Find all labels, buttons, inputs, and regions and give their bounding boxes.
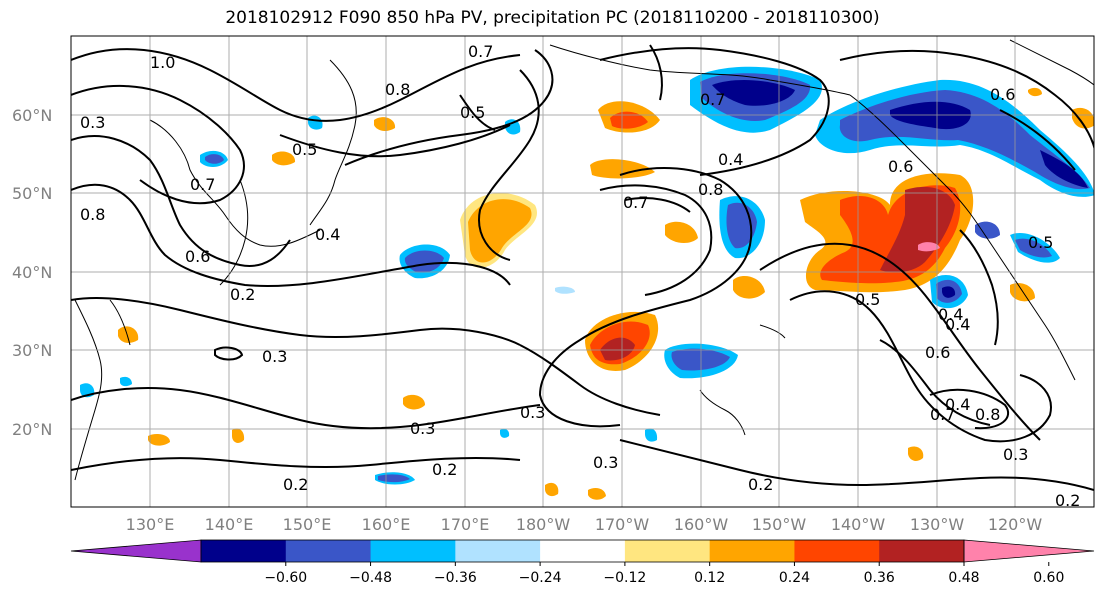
plot-title: 2018102912 F090 850 hPa PV, precipitatio… <box>225 8 880 28</box>
lon-tick-label: 170°E <box>441 515 490 534</box>
colorbar-tick-label: 0.48 <box>948 570 979 586</box>
lon-tick-label: 160°E <box>362 515 411 534</box>
lon-tick-label: 160°W <box>674 515 729 534</box>
contour-label: 0.3 <box>1003 445 1028 464</box>
lat-tick-label: 20°N <box>12 420 52 439</box>
lon-tick-label: 150°E <box>283 515 332 534</box>
contour-label: 0.8 <box>385 80 410 99</box>
contour-label: 0.3 <box>520 403 545 422</box>
latitude-labels: 60°N 50°N 40°N 30°N 20°N <box>12 106 52 439</box>
colorbar-tick-label: −0.24 <box>519 570 562 586</box>
contour-label: 0.8 <box>80 205 105 224</box>
colorbar-tick-label: −0.12 <box>603 570 646 586</box>
colorbar-tick-label: −0.36 <box>434 570 477 586</box>
contour-label: 0.8 <box>975 405 1000 424</box>
lat-tick-label: 30°N <box>12 341 52 360</box>
contour-label: 0.8 <box>698 180 723 199</box>
contour-label: 0.7 <box>623 193 648 212</box>
colorbar-segment <box>370 540 456 562</box>
colorbar-frame <box>200 539 965 563</box>
colorbar-tick-label: −0.60 <box>264 570 307 586</box>
colorbar-tick-label: 0.12 <box>694 570 725 586</box>
lat-tick-label: 50°N <box>12 184 52 203</box>
contour-label: 0.2 <box>1055 491 1080 510</box>
lat-tick-label: 40°N <box>12 263 52 282</box>
map-area: 1.0 0.7 0.5 0.8 0.7 0.8 0.6 0.3 0.4 0.5 … <box>71 36 1094 510</box>
contour-label: 0.4 <box>315 225 340 244</box>
lon-tick-label: 140°W <box>831 515 886 534</box>
contour-label: 0.5 <box>292 140 317 159</box>
contour-label: 0.5 <box>460 103 485 122</box>
colorbar-tick-label: 0.36 <box>864 570 895 586</box>
contour-label: 1.0 <box>150 53 175 72</box>
contour-label: 0.4 <box>938 305 963 324</box>
colorbar-tick-label: 0.60 <box>1033 570 1064 586</box>
lon-tick-label: 130°W <box>910 515 965 534</box>
map-border <box>70 35 1095 508</box>
colorbar-tick-label: 0.24 <box>779 570 810 586</box>
contour-label: 0.6 <box>185 247 210 266</box>
colorbar: −0.60 −0.48 −0.36 −0.24 −0.12 0.12 0.24 0.36 0.4… <box>70 539 1095 586</box>
colorbar-extend-max <box>963 539 1095 563</box>
contour-label: 0.5 <box>1028 233 1053 252</box>
colorbar-segment <box>201 540 287 562</box>
colorbar-extend-min <box>70 539 202 563</box>
contour-label: 0.4 <box>718 150 743 169</box>
lat-tick-label: 60°N <box>12 106 52 125</box>
contour-label: 0.4 <box>945 315 970 334</box>
contour-label: 0.2 <box>283 475 308 494</box>
contour-label: 0.2 <box>230 285 255 304</box>
contour-label: 0.6 <box>888 157 913 176</box>
contour-label: 0.3 <box>262 347 287 366</box>
colorbar-segment <box>540 540 626 562</box>
contour-label: 0.3 <box>410 419 435 438</box>
lon-tick-label: 120°W <box>988 515 1043 534</box>
colorbar-segment <box>624 540 711 562</box>
lon-tick-label: 170°W <box>595 515 650 534</box>
contour-label: 0.3 <box>593 453 618 472</box>
pv-contours <box>71 44 1094 491</box>
contour-label: 0.5 <box>855 290 880 309</box>
colorbar-segment <box>285 540 372 562</box>
lon-tick-label: 130°E <box>126 515 175 534</box>
colorbar-segment <box>794 540 880 562</box>
contour-label: 0.4 <box>945 395 970 414</box>
contour-labels: 1.0 0.7 0.5 0.8 0.7 0.8 0.6 0.3 0.4 0.5 … <box>80 42 1080 510</box>
colorbar-segment <box>879 540 965 562</box>
lon-tick-label: 180°W <box>516 515 571 534</box>
contour-label: 0.6 <box>925 343 950 362</box>
contour-label: 0.7 <box>930 405 955 424</box>
contour-label: 0.3 <box>80 113 105 132</box>
lon-tick-label: 150°W <box>752 515 807 534</box>
contour-label: 0.7 <box>700 90 725 109</box>
contour-label: 0.6 <box>990 85 1015 104</box>
contour-label: 0.2 <box>748 475 773 494</box>
lon-tick-label: 140°E <box>205 515 254 534</box>
contour-label: 0.7 <box>190 175 215 194</box>
colorbar-segment <box>455 540 541 562</box>
longitude-labels: 130°E 140°E 150°E 160°E 170°E 180°W 170°… <box>126 515 1043 534</box>
contour-label: 0.7 <box>468 42 493 61</box>
contour-label: 0.2 <box>432 460 457 479</box>
colorbar-tick-label: −0.48 <box>349 570 392 586</box>
colorbar-segment <box>709 540 795 562</box>
